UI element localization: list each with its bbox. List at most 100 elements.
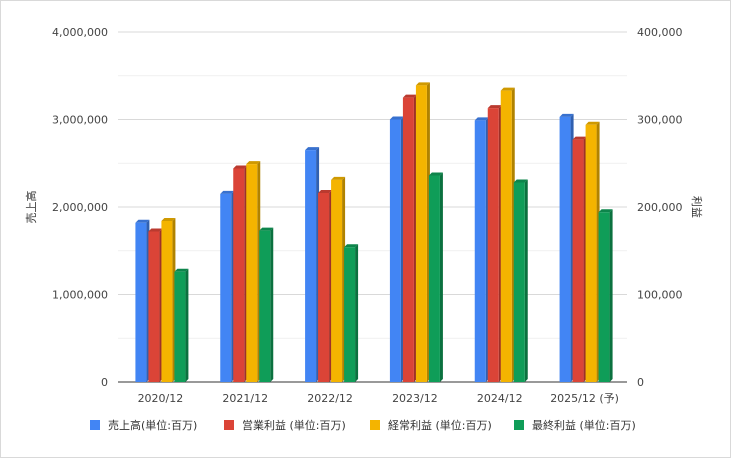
legend-label: 最終利益 (単位:百万) <box>532 418 636 432</box>
bar <box>318 190 333 382</box>
left-axis-ticks: 0 1,000,000 2,000,000 3,000,000 4,000,000 <box>52 26 108 389</box>
bar-top <box>135 219 150 223</box>
right-axis-ticks: 0 100,000 200,000 300,000 400,000 <box>637 26 683 389</box>
bar <box>402 94 417 382</box>
legend: 売上高(単位:百万) 営業利益 (単位:百万) 経常利益 (単位:百万) 最終利益 (… <box>90 418 636 432</box>
bar-face <box>305 150 317 382</box>
category-label: 2020/12 <box>138 392 184 405</box>
bar <box>572 136 587 382</box>
bar <box>487 105 502 382</box>
bar-face <box>500 90 512 382</box>
bar <box>344 244 359 382</box>
left-tick-label: 0 <box>101 376 108 389</box>
left-tick-label: 3,000,000 <box>52 114 108 127</box>
bar-face <box>585 124 597 382</box>
bar <box>259 227 274 382</box>
bar <box>500 87 515 382</box>
bar <box>389 116 404 382</box>
bar <box>220 190 235 382</box>
bar-face <box>259 230 271 382</box>
bar-top <box>428 172 443 176</box>
right-tick-label: 0 <box>637 376 644 389</box>
bar-face <box>220 193 232 382</box>
bar-top <box>318 190 333 193</box>
bar <box>161 218 176 382</box>
bar-top <box>513 179 528 183</box>
bar <box>331 176 346 382</box>
bar-top <box>344 244 359 248</box>
bar-face <box>135 222 147 382</box>
legend-label: 営業利益 (単位:百万) <box>242 418 346 432</box>
legend-swatch <box>514 420 524 430</box>
bar-top <box>305 147 320 151</box>
bar-top <box>500 87 515 91</box>
legend-label: 経常利益 (単位:百万) <box>388 418 492 432</box>
legend-label: 売上高(単位:百万) <box>108 418 197 432</box>
bar-face <box>474 120 486 382</box>
legend-item: 営業利益 (単位:百万) <box>224 418 346 432</box>
bar-face <box>559 116 571 382</box>
bar-face <box>233 168 245 382</box>
category-label: 2024/12 <box>477 392 523 405</box>
bar <box>585 121 600 382</box>
bar-face <box>246 164 258 382</box>
bar <box>135 219 150 382</box>
left-tick-label: 2,000,000 <box>52 201 108 214</box>
bar-face <box>598 212 610 382</box>
legend-item: 売上高(単位:百万) <box>90 418 197 432</box>
legend-swatch <box>370 420 380 430</box>
bar-top <box>331 176 346 180</box>
bar-top <box>174 268 189 272</box>
bar-face <box>487 108 499 382</box>
right-tick-label: 300,000 <box>637 114 683 127</box>
category-label: 2025/12 (予) <box>550 392 619 405</box>
bar-face <box>148 231 160 382</box>
bar-top <box>233 165 248 169</box>
bar <box>148 228 163 382</box>
bar-side <box>524 179 528 382</box>
bar <box>246 161 261 382</box>
bar-face <box>572 139 584 382</box>
bar-top <box>220 190 235 194</box>
right-tick-label: 100,000 <box>637 289 683 302</box>
bar-top <box>474 117 489 121</box>
right-axis-title: 利益 <box>690 196 704 218</box>
bar <box>474 117 489 382</box>
category-label: 2022/12 <box>307 392 353 405</box>
bar-side <box>355 244 359 382</box>
category-labels: 2020/12 2021/12 2022/12 2023/12 2024/12 2025/… <box>138 392 619 405</box>
bar-face <box>402 97 414 382</box>
bar <box>559 113 574 382</box>
bar-top <box>598 209 613 213</box>
bar-face <box>428 175 440 382</box>
bar-face <box>513 182 525 382</box>
bar-side <box>270 227 274 382</box>
bar-face <box>318 193 330 382</box>
bar <box>305 147 320 382</box>
legend-swatch <box>90 420 100 430</box>
bar-top <box>389 116 404 120</box>
left-axis-title: 売上高 <box>24 191 38 224</box>
bar-side <box>439 172 443 382</box>
bar-top <box>259 227 274 231</box>
bar-top <box>559 113 574 117</box>
bar-face <box>174 271 186 382</box>
bar-side <box>609 209 613 382</box>
bar-top <box>585 121 600 125</box>
gridlines <box>118 31 627 383</box>
bar-top <box>572 136 587 140</box>
bar-side <box>185 268 189 382</box>
right-tick-label: 200,000 <box>637 201 683 214</box>
bar <box>415 82 430 382</box>
bars <box>135 82 613 382</box>
bar-top <box>148 228 163 232</box>
bar-top <box>487 105 502 109</box>
bar <box>233 165 248 382</box>
bar-face <box>415 85 427 382</box>
bar <box>428 172 443 382</box>
bar-face <box>161 221 173 382</box>
bar <box>598 209 613 382</box>
bar <box>174 268 189 382</box>
legend-swatch <box>224 420 234 430</box>
